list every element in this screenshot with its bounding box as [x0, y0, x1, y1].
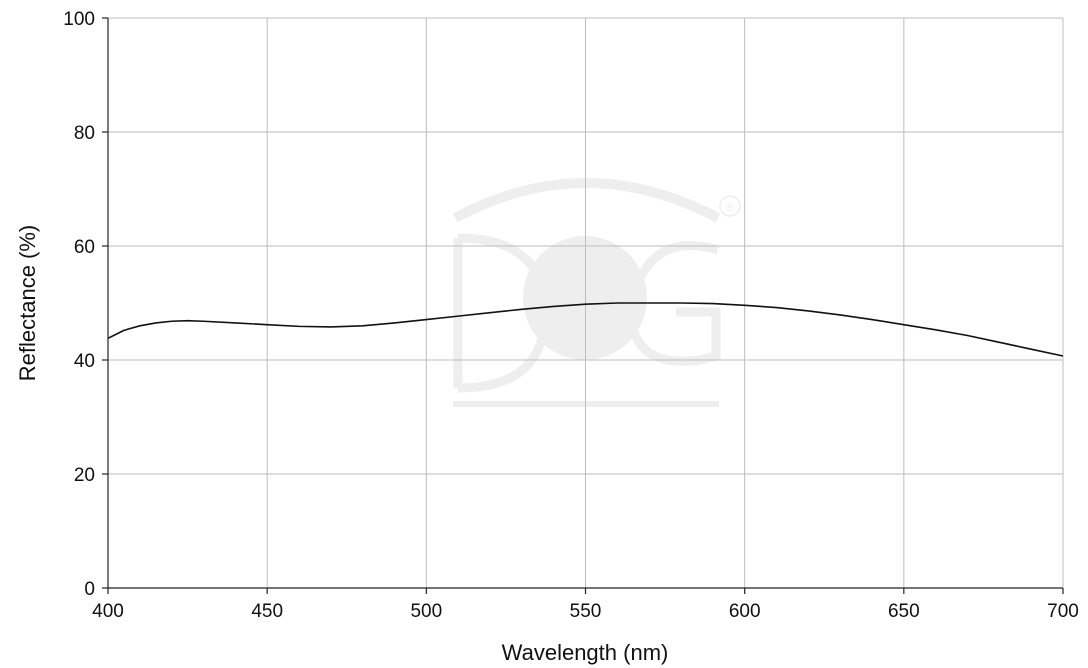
x-axis-title: Wavelength (nm) [502, 640, 669, 665]
y-tick-label-5: 100 [63, 9, 95, 30]
x-tick-label-4: 600 [729, 601, 761, 622]
watermark-registered-circle [719, 195, 741, 217]
x-tick-label-0: 400 [92, 601, 124, 622]
y-tick-label-2: 40 [74, 351, 95, 372]
y-tick-label-3: 60 [74, 237, 95, 258]
x-tick-label-1: 450 [251, 601, 283, 622]
watermark-registered-mark: ® [726, 200, 735, 214]
axes [102, 17, 1064, 594]
series-line-0 [107, 302, 1064, 357]
y-tick-label-4: 80 [74, 123, 95, 144]
series-layer [107, 302, 1064, 357]
tick-labels: 400 450 500 550 600 650 700 0 20 40 60 80 100 [63, 9, 1079, 622]
x-tick-label-3: 550 [570, 601, 602, 622]
company-logo-watermark: ® [452, 178, 741, 407]
grid-lines [108, 17, 1064, 588]
y-axis-title: Reflectance (%) [15, 225, 40, 382]
x-tick-label-2: 500 [410, 601, 442, 622]
y-tick-label-0: 0 [84, 579, 95, 600]
x-tick-label-5: 650 [888, 601, 920, 622]
watermark-letter-g [626, 241, 721, 366]
watermark-arc [452, 178, 721, 223]
y-tick-label-1: 20 [74, 465, 95, 486]
x-tick-label-6: 700 [1047, 601, 1079, 622]
